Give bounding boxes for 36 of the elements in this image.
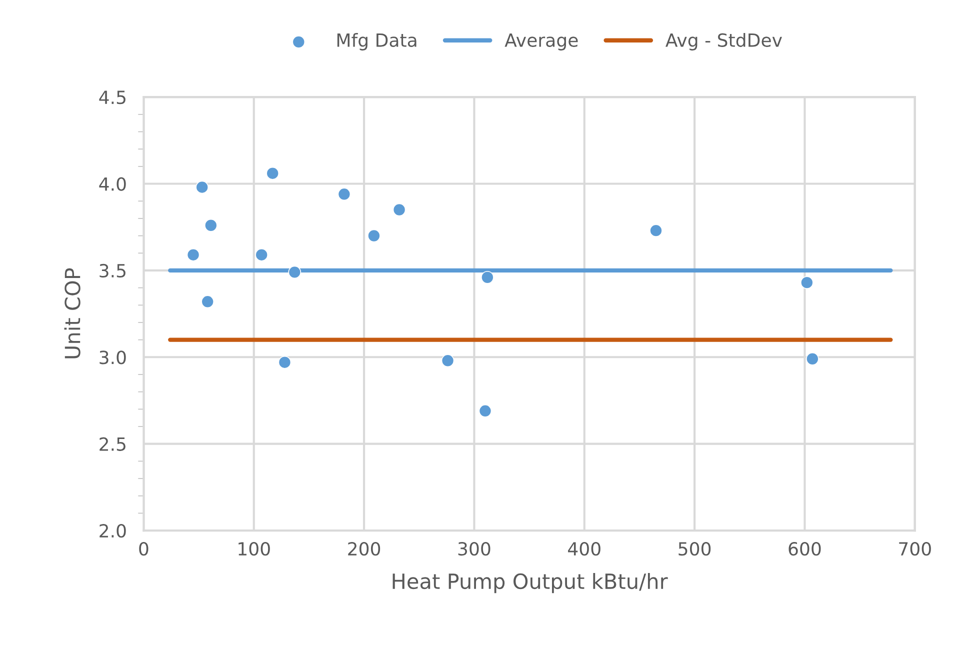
y-tick-label: 4.0 <box>99 177 126 191</box>
x-tick-label: 500 <box>678 542 711 556</box>
legend-label: Avg - StdDev <box>666 32 782 50</box>
y-axis-title: Unit COP <box>64 268 80 358</box>
point <box>650 224 662 237</box>
legend-label: Average <box>504 34 578 50</box>
point <box>392 203 406 216</box>
point <box>338 188 351 201</box>
point <box>201 295 214 308</box>
point <box>204 218 218 232</box>
x-tick-label: 300 <box>458 542 490 556</box>
y-tick-label: 2.0 <box>100 524 126 538</box>
point <box>478 404 492 418</box>
point <box>266 166 280 180</box>
y-tick-label: 3.5 <box>100 264 126 278</box>
legend-label: Mfg Data <box>337 32 416 50</box>
y-tick-label: 3.0 <box>100 350 126 364</box>
point <box>800 276 814 290</box>
point <box>288 266 302 279</box>
x-tick-label: 700 <box>899 542 931 556</box>
x-tick-label: 200 <box>348 542 380 556</box>
point <box>480 270 494 284</box>
x-axis-title: Heat Pump Output kBtu/hr <box>392 573 668 594</box>
point <box>441 354 454 368</box>
y-tick-label: 4.5 <box>99 90 126 104</box>
point <box>196 180 209 194</box>
point <box>255 248 268 262</box>
x-tick-label: 0 <box>139 542 148 556</box>
point <box>806 352 819 366</box>
point <box>186 248 200 262</box>
point <box>368 229 380 242</box>
x-tick-label: 400 <box>568 542 600 556</box>
point <box>278 356 292 369</box>
x-tick-label: 100 <box>238 542 270 556</box>
x-tick-label: 600 <box>788 542 821 556</box>
y-tick-label: 2.5 <box>100 437 126 451</box>
